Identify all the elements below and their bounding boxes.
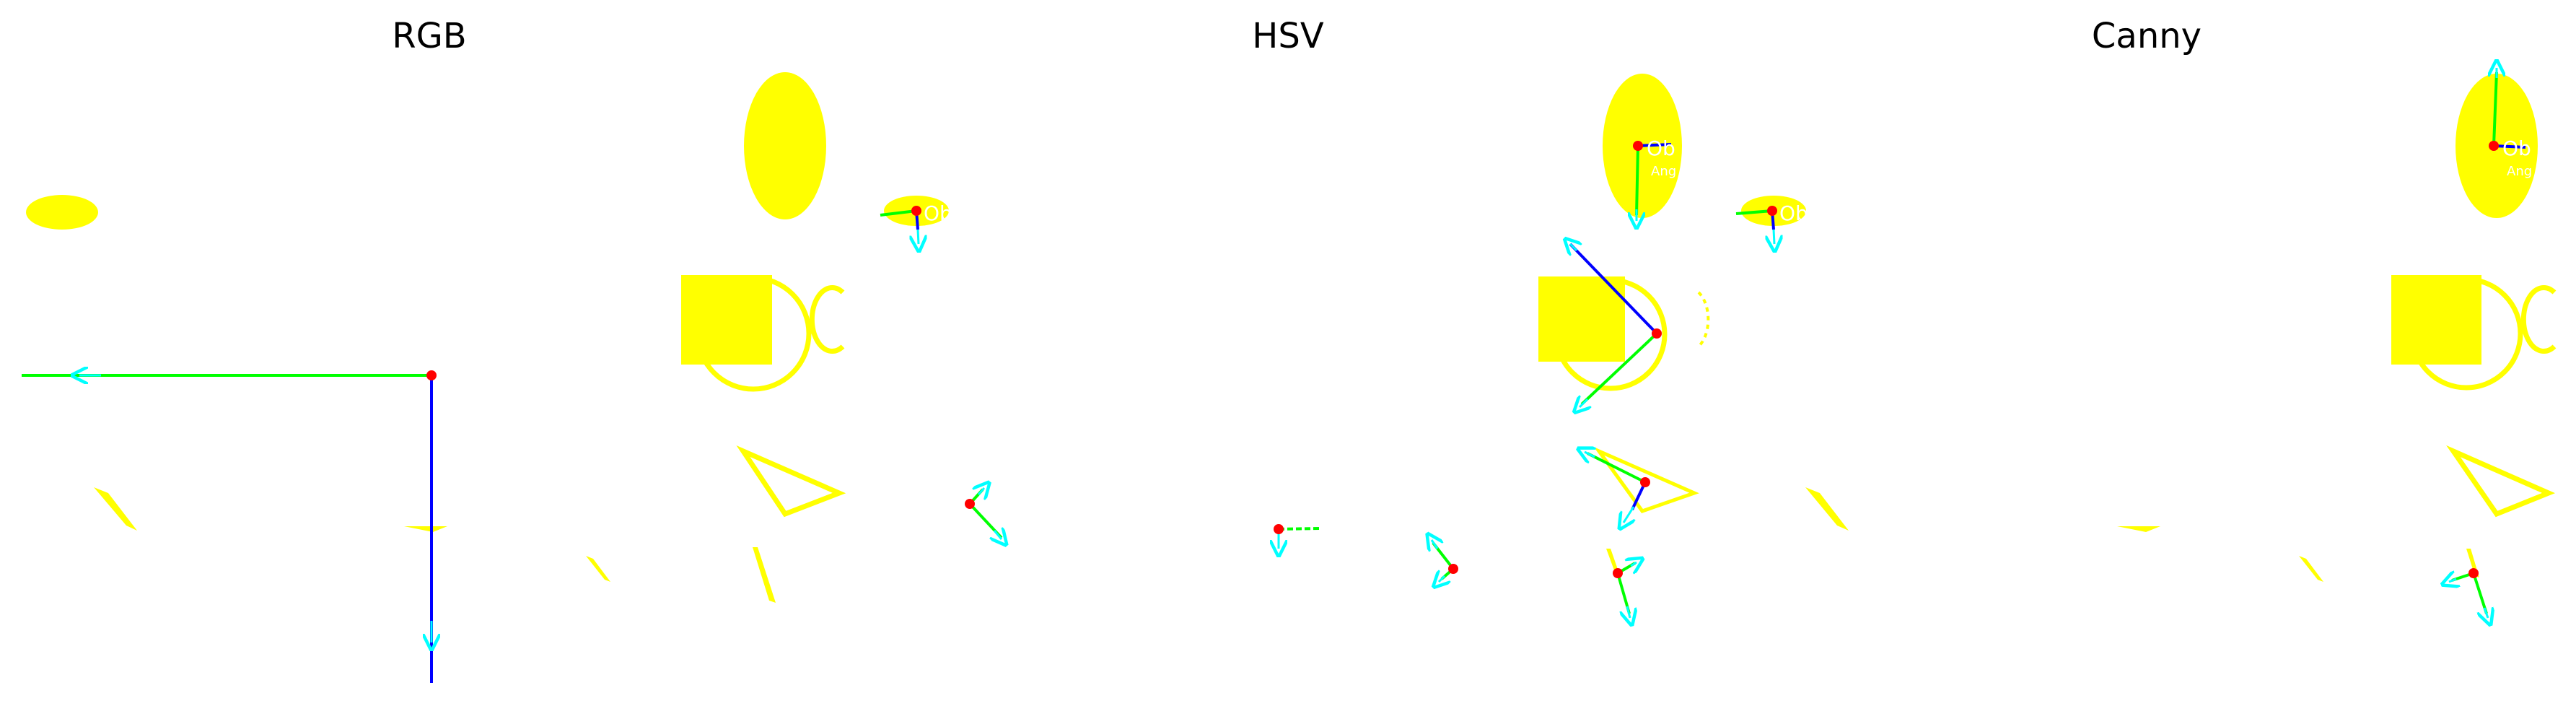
- rgb-triangle: [736, 445, 846, 518]
- hsv-axis-minor-2: [1735, 209, 1773, 215]
- panel-rgb: RGB: [0, 0, 859, 706]
- rgb-sliver-1: [94, 487, 137, 531]
- hsv-triangle: [1593, 447, 1699, 513]
- hsv-axis-major-1: [1637, 143, 1672, 147]
- hsv-arrow-3a: [1570, 244, 1577, 250]
- rgb-sliver-2: [404, 526, 447, 532]
- hsv-axis-minor-4: [1587, 452, 1646, 484]
- canny-sliver-3: [2299, 556, 2323, 582]
- canny-obj-label: Ob: [2502, 136, 2531, 160]
- rgb-obj-label: Ob: [924, 201, 952, 225]
- hsv-centroid-7: [1613, 568, 1623, 578]
- rgb-centroid-2: [911, 206, 921, 216]
- canny-shapes: [1805, 74, 2557, 582]
- panel-hsv: HSV: [859, 0, 1717, 706]
- hsv-obj-label-1: Ob: [1647, 136, 1675, 160]
- hsv-centroid-1: [1633, 141, 1643, 151]
- panel-title-canny: Canny: [2091, 16, 2202, 56]
- rgb-arrow-3b: [978, 488, 984, 494]
- canny-axis-major-1: [2493, 144, 2526, 149]
- hsv-centroid-2: [1767, 206, 1777, 216]
- hsv-centroid-4: [1640, 477, 1650, 487]
- canny-sliver-1: [1805, 487, 1849, 531]
- rgb-ring-partial: [809, 285, 845, 354]
- hsv-axis-minor-5: [1278, 527, 1320, 531]
- rgb-sliver-3: [586, 556, 610, 582]
- canny-arrow-2a: [2484, 608, 2488, 618]
- rgb-ellipse-small: [26, 195, 98, 230]
- rgb-square: [681, 275, 772, 365]
- hsv-axis-minor-1: [1635, 145, 1639, 216]
- hsv-axes: Ob Ang Ob: [1274, 136, 1808, 618]
- canny-axis-major-2: [2472, 572, 2488, 614]
- hsv-arrow-4a: [1624, 506, 1634, 523]
- canny-centroid-1: [2489, 141, 2499, 151]
- rgb-ring: [695, 275, 812, 392]
- hsv-axis-minor-3: [1580, 332, 1658, 406]
- hsv-obj-label-2: Ob: [1779, 201, 1808, 225]
- canny-axes: Ob Ang: [2449, 68, 2532, 618]
- panel-canny: Canny: [1717, 0, 2576, 706]
- panel-title-hsv: HSV: [1252, 16, 1324, 56]
- rgb-centroid-3: [965, 499, 975, 509]
- hsv-shapes: [1538, 74, 1806, 578]
- rgb-axis-minor-2: [880, 209, 917, 217]
- hsv-axis-major-3: [1569, 243, 1658, 335]
- canny-ring-partial: [2520, 285, 2557, 354]
- hsv-axis-major-4: [1631, 481, 1647, 510]
- canny-ang-label: Ang: [2507, 164, 2532, 179]
- rgb-axes: Ob: [22, 201, 1002, 683]
- hsv-centroid-3: [1652, 328, 1662, 339]
- canny-centroid-2: [2468, 568, 2479, 578]
- hsv-ring: [1554, 277, 1668, 391]
- hsv-arrow-6a: [1432, 540, 1437, 549]
- hsv-centroid-5: [1274, 524, 1284, 534]
- canny-axis-minor-1: [2492, 71, 2498, 147]
- hsv-centroid-6: [1448, 564, 1458, 574]
- rgb-arrow-3a: [994, 531, 1002, 539]
- rgb-ellipse-tall: [744, 72, 826, 219]
- canny-ring: [2409, 276, 2523, 391]
- hsv-arrow-4b: [1585, 452, 1595, 457]
- rgb-centroid-1: [426, 370, 437, 380]
- hsv-ang-label-1: Ang: [1651, 164, 1676, 179]
- rgb-arrow-2: [918, 229, 919, 244]
- hsv-ring-partial: [1697, 291, 1710, 348]
- rgb-shapes: [26, 72, 949, 603]
- hsv-arrow-7a: [1627, 606, 1630, 618]
- canny-arrow-2b: [2449, 579, 2456, 582]
- hsv-arrow-6b: [1439, 576, 1445, 582]
- hsv-arrow-3b: [1580, 399, 1587, 407]
- canny-sliver-2: [2117, 526, 2160, 532]
- rgb-sliver-4: [753, 547, 776, 603]
- hsv-arrow-7b: [1631, 562, 1637, 566]
- canny-triangle: [2446, 445, 2556, 518]
- panel-title-rgb: RGB: [392, 16, 467, 56]
